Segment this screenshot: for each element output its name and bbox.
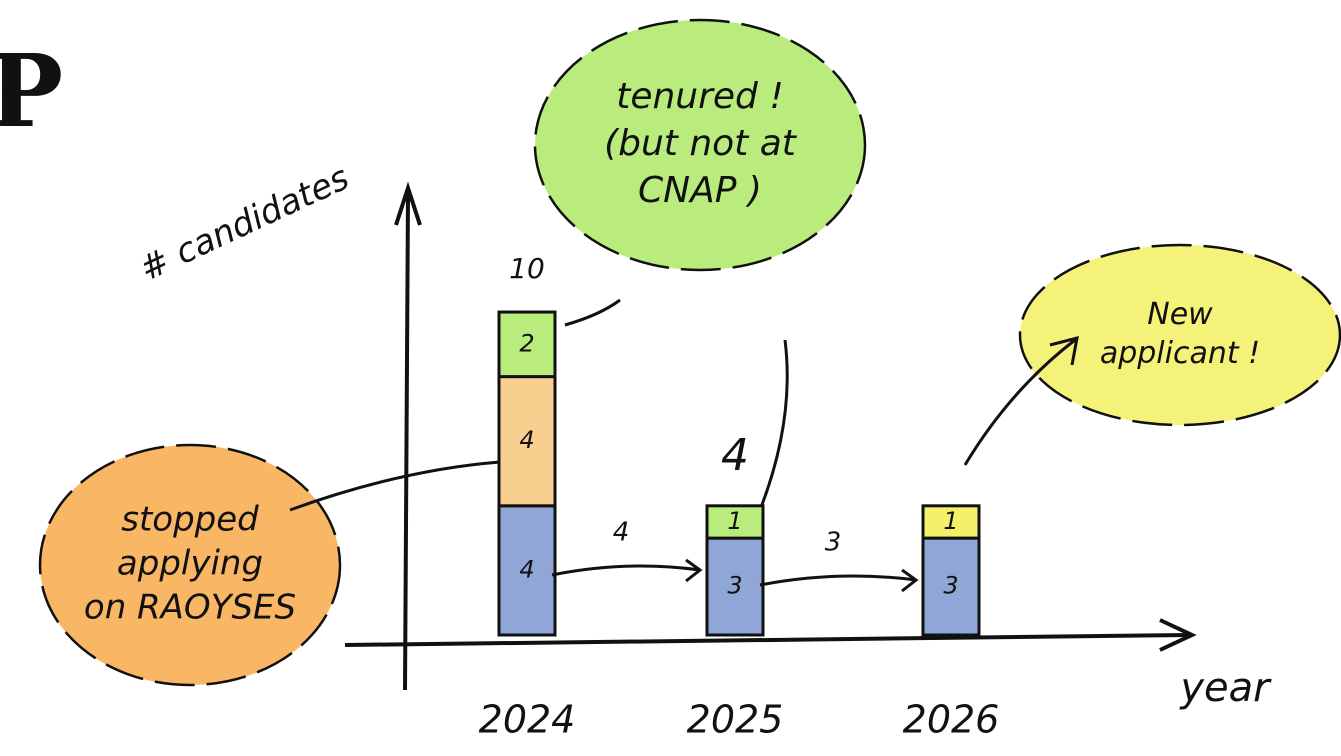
chart-title: P (0, 32, 63, 150)
value-label: 2 (519, 329, 534, 357)
value-label: 4 (519, 555, 534, 583)
bar-segment (921, 536, 981, 637)
annotation-cloud (38, 443, 342, 687)
annotation-text: applicant ! (1100, 336, 1260, 371)
bar-segment (921, 504, 981, 540)
x-tick-label: 2025 (687, 698, 784, 742)
flow-label: 4 (613, 518, 630, 548)
x-tick-label: 2024 (479, 698, 576, 742)
value-label: 3 (727, 572, 742, 600)
value-label: 3 (943, 572, 958, 600)
annotation-text: applying (117, 544, 263, 584)
x-axis (344, 633, 1191, 647)
bar-segment (497, 504, 557, 637)
annotation-text: tenured ! (616, 76, 784, 117)
flow-arrow (759, 568, 919, 593)
annotation-text: (but not at (604, 123, 798, 164)
annotation-text: New (1147, 297, 1213, 332)
annotation-cloud (533, 18, 867, 272)
total-label: 4 (721, 430, 749, 481)
annotation-text: stopped (121, 499, 259, 539)
x-axis-arrow (1159, 618, 1197, 652)
y-axis-arrow (394, 181, 422, 226)
flow-label: 3 (825, 528, 842, 558)
bar-segment (497, 310, 557, 379)
x-axis-label: year (1179, 665, 1272, 711)
value-label: 4 (519, 426, 534, 454)
annotation-cloud (1018, 243, 1341, 427)
annotation-text: CNAP ) (638, 170, 762, 211)
total-label: 10 (509, 252, 545, 285)
annotation-text: on RAOYSES (84, 588, 296, 628)
annotations: tenured ! (but not at CNAP ) stopped applyin… (38, 18, 1341, 687)
x-tick-label: 2026 (903, 698, 1000, 742)
value-label: 1 (943, 507, 958, 535)
y-axis (403, 194, 410, 691)
flow-arrow (551, 558, 703, 583)
annotation-connector (289, 460, 501, 512)
annotation-connector (564, 298, 789, 511)
value-label: 1 (727, 507, 742, 535)
bar-segment (705, 504, 765, 540)
annotation-connector (963, 335, 1079, 466)
